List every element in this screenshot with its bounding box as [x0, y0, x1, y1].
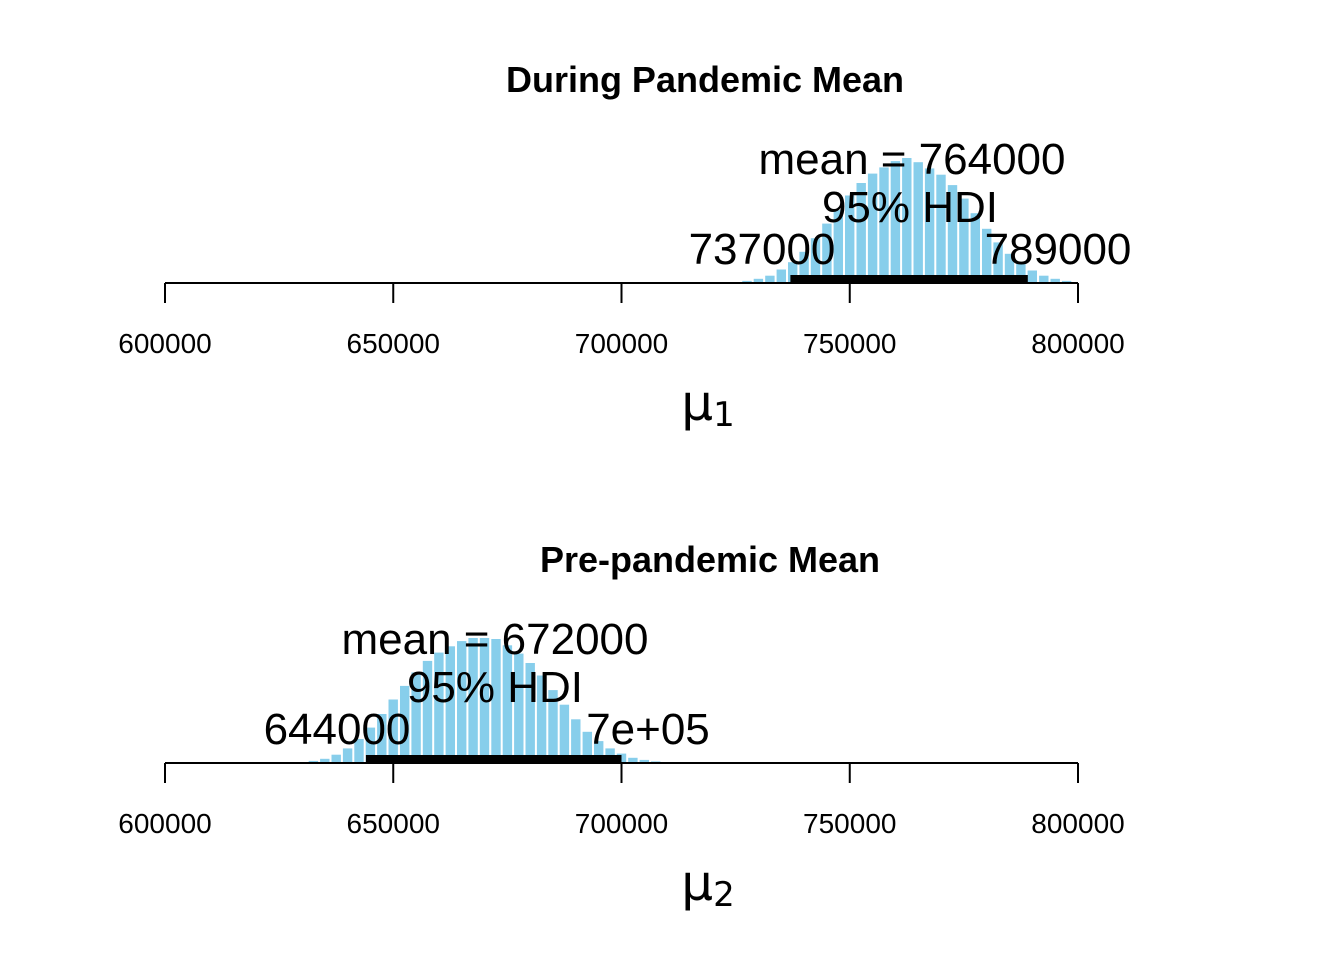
- hdi-high-label: 789000: [985, 225, 1132, 274]
- histogram-bar: [331, 754, 341, 763]
- x-axis-label: μ2: [681, 854, 734, 915]
- histogram-bar: [845, 195, 855, 283]
- x-axis-label-symbol: μ: [681, 854, 713, 912]
- histogram-bar: [422, 660, 433, 763]
- histogram-bar: [342, 748, 353, 763]
- hdi-high-label: 7e+05: [586, 705, 710, 754]
- histogram-bar: [479, 638, 490, 763]
- histogram-bar: [902, 158, 912, 283]
- x-axis: 600000 650000 700000 750000 800000: [118, 762, 1125, 839]
- x-tick-label: 800000: [1031, 328, 1124, 359]
- histogram-bar: [753, 278, 764, 283]
- chart-title: Pre-pandemic Mean: [540, 539, 880, 580]
- x-axis-label-subscript: 1: [713, 395, 735, 435]
- histogram-bar: [856, 183, 866, 283]
- histogram-bar: [502, 645, 513, 763]
- histogram-bar: [525, 663, 535, 763]
- histogram-bar: [765, 275, 775, 283]
- histogram-bar: [434, 652, 444, 763]
- histogram-bar: [308, 760, 319, 763]
- hdi-low-label: 737000: [689, 225, 836, 274]
- histogram-bar: [936, 174, 946, 283]
- x-tick-label: 700000: [575, 808, 668, 839]
- x-tick-label: 600000: [118, 808, 211, 839]
- histogram-bar: [742, 280, 752, 283]
- histogram-bar: [594, 741, 604, 763]
- histogram-bar: [833, 210, 843, 283]
- histogram-bar: [913, 162, 923, 283]
- hdi-bar: [365, 755, 622, 763]
- histogram-bar: [400, 685, 410, 763]
- histogram-bar: [799, 251, 809, 284]
- hdi-low-label: 644000: [264, 705, 411, 754]
- histogram-bar: [354, 739, 364, 763]
- histogram-bar: [582, 731, 592, 764]
- histogram-bar: [810, 238, 821, 283]
- histogram-bar: [571, 719, 581, 764]
- histogram-bars: [308, 638, 661, 764]
- x-axis-label: μ1: [681, 374, 734, 435]
- panel-pre-pandemic: Pre-pandemic Mean 600000 650000 700000 7500…: [118, 539, 1124, 915]
- histogram-bar: [947, 185, 958, 283]
- histogram-bar: [457, 641, 467, 763]
- x-tick-label: 800000: [1031, 808, 1124, 839]
- histogram-bar: [468, 638, 478, 763]
- mean-annotation: mean = 672000: [341, 615, 648, 664]
- x-tick-label: 650000: [347, 328, 440, 359]
- chart-title: During Pandemic Mean: [506, 59, 904, 100]
- histogram-bars: [742, 158, 1072, 284]
- histogram-bar: [559, 704, 570, 763]
- histogram-bar: [867, 173, 878, 283]
- hdi-annotation: 95% HDI: [822, 183, 998, 232]
- histogram-bar: [514, 653, 524, 763]
- histogram-bar: [1039, 275, 1049, 283]
- histogram-bar: [890, 161, 901, 283]
- x-tick-label: 750000: [803, 328, 896, 359]
- hdi-annotation: 95% HDI: [407, 663, 583, 712]
- hdi-bar: [790, 275, 1028, 283]
- mean-annotation: mean = 764000: [758, 135, 1065, 184]
- histogram-bar: [445, 646, 455, 763]
- histogram-bar: [388, 699, 398, 763]
- histogram-bar: [536, 675, 547, 763]
- histogram-bar: [788, 262, 798, 283]
- histogram-bar: [776, 269, 786, 283]
- panel-during-pandemic: During Pandemic Mean 600000 650000 700000 7…: [118, 59, 1131, 435]
- x-axis-label-symbol: μ: [681, 374, 713, 432]
- x-axis-label-subscript: 2: [713, 875, 735, 915]
- histogram-bar: [1027, 270, 1037, 283]
- histogram-bar: [639, 759, 649, 763]
- histogram-bar: [879, 167, 889, 283]
- x-tick-label: 650000: [347, 808, 440, 839]
- histogram-bar: [959, 198, 969, 283]
- x-tick-label: 700000: [575, 328, 668, 359]
- histogram-bar: [993, 242, 1003, 283]
- histogram-bar: [822, 223, 832, 283]
- histogram-bar: [491, 639, 501, 763]
- histogram-bar: [1050, 278, 1060, 283]
- histogram-bar: [411, 672, 421, 763]
- histogram-bar: [320, 758, 330, 763]
- histogram-bar: [1004, 253, 1015, 283]
- histogram-bar: [365, 727, 376, 763]
- histogram-bar: [628, 757, 638, 763]
- histogram-bar: [1016, 263, 1026, 283]
- histogram-bar: [924, 168, 935, 283]
- x-axis: 600000 650000 700000 750000 800000: [118, 282, 1125, 359]
- histogram-bar: [970, 213, 980, 283]
- x-tick-label: 750000: [803, 808, 896, 839]
- histogram-bar: [982, 228, 992, 283]
- histogram-bar: [548, 690, 558, 763]
- histogram-bar: [1061, 280, 1072, 283]
- histogram-bar: [377, 714, 387, 763]
- x-tick-label: 600000: [118, 328, 211, 359]
